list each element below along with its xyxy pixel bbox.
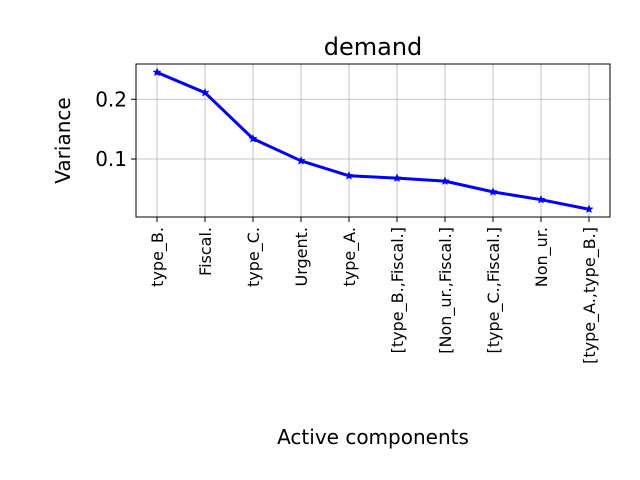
series-layer [152, 67, 594, 214]
y-axis: 0.1 0.2 [95, 87, 136, 171]
data-point [152, 67, 162, 77]
data-point [440, 176, 450, 186]
chart-title: demand [324, 33, 423, 61]
x-tick-label: [type_C.,Fiscal.] [484, 227, 504, 354]
data-point [344, 170, 354, 180]
plot-frame [135, 63, 611, 218]
data-point [536, 194, 546, 204]
x-tick-label: Fiscal. [196, 227, 215, 276]
x-tick-label: type_A. [340, 227, 360, 287]
grid-layer [136, 64, 610, 217]
x-axis-label: Active components [277, 425, 469, 449]
x-tick-label: [type_B.,Fiscal.] [388, 227, 408, 353]
data-point [392, 173, 402, 183]
data-point [488, 187, 498, 196]
data-point [200, 87, 210, 97]
x-tick-label: Non_ur. [532, 227, 552, 287]
x-axis: type_B. Fiscal. type_C. Urgent. type_A. [type… [148, 217, 600, 364]
x-tick-label: type_B. [148, 227, 168, 287]
data-point [296, 155, 306, 165]
y-tick-label: 0.1 [95, 147, 127, 171]
y-tick-label: 0.2 [95, 87, 127, 111]
x-tick-label: Urgent. [292, 227, 311, 287]
data-point [248, 133, 258, 143]
y-axis-label: Variance [51, 97, 75, 183]
series-line [155, 70, 591, 211]
x-tick-label: type_C. [244, 227, 264, 287]
x-tick-label: [Non_ur.,Fiscal.] [436, 227, 456, 354]
x-tick-label: [type_A.,type_B.] [580, 227, 600, 364]
data-point [584, 204, 594, 214]
